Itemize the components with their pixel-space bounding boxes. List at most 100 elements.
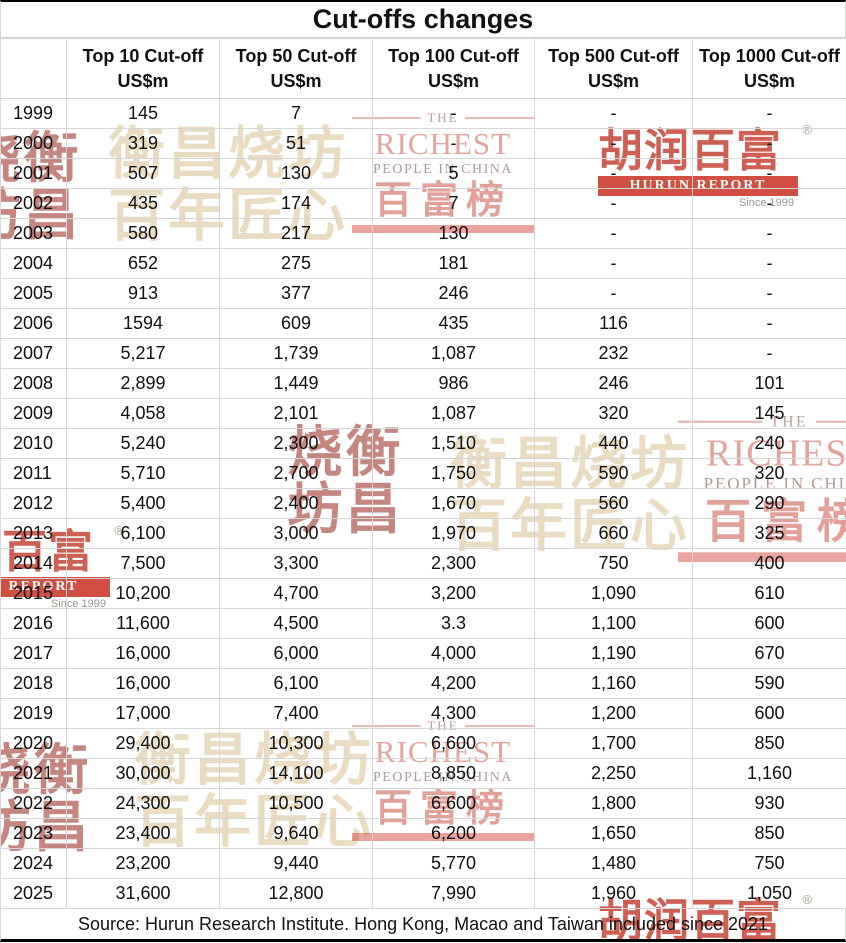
value-cell: 1,087 [372,338,535,369]
value-cell: 130 [219,158,373,189]
value-cell: 116 [534,308,693,339]
value-cell: - [534,188,693,219]
table-row: 2003 580 217 130 - - [0,218,846,249]
value-cell: 31,600 [66,878,220,909]
year-cell: 2007 [0,338,67,369]
table-row: 2012 5,400 2,400 1,670 560 290 [0,488,846,519]
value-cell: - [692,278,846,309]
value-cell: 16,000 [66,638,220,669]
value-cell: 610 [692,578,846,609]
value-cell: 1,480 [534,848,693,879]
year-cell: 2009 [0,398,67,429]
value-cell: 246 [534,368,693,399]
value-cell: 217 [219,218,373,249]
table-row: 2023 23,400 9,640 6,200 1,650 850 [0,818,846,849]
year-cell: 2012 [0,488,67,519]
value-cell: - [372,128,535,159]
value-cell: 2,300 [219,428,373,459]
table-row: 2013 6,100 3,000 1,970 660 325 [0,518,846,549]
value-cell: 1,160 [692,758,846,789]
table-row: 2007 5,217 1,739 1,087 232 - [0,338,846,369]
year-cell: 2021 [0,758,67,789]
table-row: 2005 913 377 246 - - [0,278,846,309]
value-cell: 1,087 [372,398,535,429]
year-cell: 2013 [0,518,67,549]
value-cell: 246 [372,278,535,309]
value-cell: 4,500 [219,608,373,639]
value-cell: 5,400 [66,488,220,519]
value-cell: 2,300 [372,548,535,579]
value-cell: 14,100 [219,758,373,789]
column-header-top10: Top 10 Cut-off US$m [66,38,220,99]
table-header: Top 10 Cut-off US$m Top 50 Cut-off US$m … [0,38,846,99]
value-cell: 600 [692,698,846,729]
value-cell: 670 [692,638,846,669]
value-cell: 51 [219,128,373,159]
value-cell: - [534,278,693,309]
value-cell: 30,000 [66,758,220,789]
table-row: 2016 11,600 4,500 3.3 1,100 600 [0,608,846,639]
year-cell: 2023 [0,818,67,849]
value-cell: 1,750 [372,458,535,489]
value-cell: 12,800 [219,878,373,909]
value-cell: 174 [219,188,373,219]
table-row: 2017 16,000 6,000 4,000 1,190 670 [0,638,846,669]
value-cell: - [534,218,693,249]
table-row: 2018 16,000 6,100 4,200 1,160 590 [0,668,846,699]
column-label: Top 500 Cut-off [548,45,679,66]
value-cell: - [692,248,846,279]
table-row: 2011 5,710 2,700 1,750 590 320 [0,458,846,489]
column-header-top50: Top 50 Cut-off US$m [219,38,373,99]
value-cell: 609 [219,308,373,339]
value-cell: 5,770 [372,848,535,879]
table-row: 2002 435 174 7 - - [0,188,846,219]
value-cell: 986 [372,368,535,399]
value-cell: 2,101 [219,398,373,429]
cutoffs-table: Top 10 Cut-off US$m Top 50 Cut-off US$m … [0,38,846,909]
value-cell: 6,000 [219,638,373,669]
year-cell: 2006 [0,308,67,339]
value-cell: 145 [692,398,846,429]
value-cell: 3,300 [219,548,373,579]
value-cell: 9,640 [219,818,373,849]
value-cell: - [692,218,846,249]
value-cell: 913 [66,278,220,309]
value-cell: 3.3 [372,608,535,639]
year-cell: 2010 [0,428,67,459]
value-cell: - [692,188,846,219]
value-cell: 29,400 [66,728,220,759]
value-cell: 590 [692,668,846,699]
table-row: 2019 17,000 7,400 4,300 1,200 600 [0,698,846,729]
value-cell: - [534,98,693,129]
value-cell: - [692,128,846,159]
value-cell: 16,000 [66,668,220,699]
year-cell: 2011 [0,458,67,489]
value-cell: 320 [534,398,693,429]
value-cell: 325 [692,518,846,549]
year-cell: 2001 [0,158,67,189]
year-cell: 2002 [0,188,67,219]
value-cell: 2,899 [66,368,220,399]
column-unit: US$m [743,70,796,91]
year-cell: 2014 [0,548,67,579]
year-cell: 2015 [0,578,67,609]
value-cell: 320 [692,458,846,489]
column-unit: US$m [117,70,169,91]
table-row: 2001 507 130 5 - - [0,158,846,189]
column-unit: US$m [587,70,640,91]
year-cell: 2003 [0,218,67,249]
value-cell: 7,400 [219,698,373,729]
table-row: 1999 145 7 - - - [0,98,846,129]
value-cell: 435 [372,308,535,339]
value-cell: 507 [66,158,220,189]
value-cell: 11,600 [66,608,220,639]
table-row: 2006 1594 609 435 116 - [0,308,846,339]
column-label: Top 50 Cut-off [235,45,357,66]
table-row: 2008 2,899 1,449 986 246 101 [0,368,846,399]
value-cell: 2,700 [219,458,373,489]
source-note: Source: Hurun Research Institute. Hong K… [0,909,846,942]
value-cell: 5,240 [66,428,220,459]
value-cell: 3,000 [219,518,373,549]
value-cell: 1,700 [534,728,693,759]
